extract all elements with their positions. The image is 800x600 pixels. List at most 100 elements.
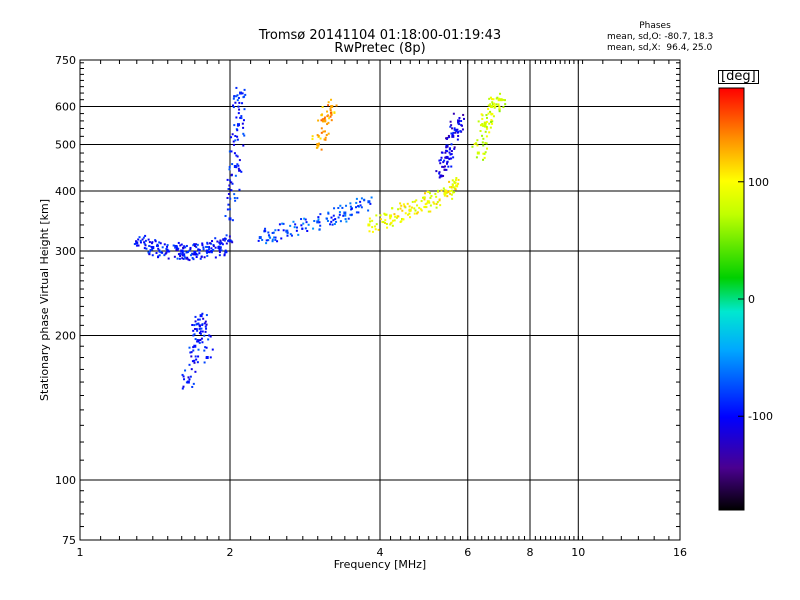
data-point: [267, 239, 270, 242]
data-point: [327, 114, 330, 117]
data-point: [154, 239, 157, 242]
data-point: [230, 173, 233, 176]
data-point: [451, 134, 455, 138]
data-point: [400, 204, 403, 207]
data-point: [408, 208, 412, 212]
data-point: [300, 224, 303, 227]
data-point: [420, 209, 423, 212]
data-point: [442, 187, 445, 190]
data-point: [490, 105, 494, 109]
data-point: [274, 236, 277, 239]
data-point: [166, 249, 170, 253]
data-point: [321, 118, 324, 121]
data-point: [456, 131, 459, 134]
data-point: [446, 195, 449, 198]
data-point: [209, 356, 212, 359]
data-point: [181, 387, 184, 390]
data-point: [220, 242, 223, 245]
data-point: [419, 208, 422, 211]
data-point: [449, 157, 452, 160]
data-point: [399, 207, 402, 210]
data-point: [229, 179, 232, 182]
data-point: [205, 314, 208, 317]
y-tick-label: 400: [55, 185, 76, 198]
data-point: [198, 249, 201, 252]
data-point: [224, 215, 227, 218]
data-point: [485, 120, 488, 123]
data-point: [368, 230, 371, 233]
data-point: [265, 242, 268, 245]
stats-x-line: mean, sd,X: 96.4, 25.0: [607, 43, 713, 53]
data-point: [149, 249, 152, 252]
data-point: [189, 248, 192, 251]
data-point: [312, 227, 315, 230]
data-point: [184, 369, 187, 372]
data-point: [177, 253, 180, 256]
data-point: [236, 197, 239, 200]
data-point: [493, 104, 496, 107]
data-point: [233, 164, 237, 168]
data-point: [192, 244, 195, 247]
data-point: [319, 137, 322, 140]
data-point: [422, 196, 425, 199]
data-point: [404, 212, 407, 215]
data-point: [347, 217, 350, 220]
data-point: [369, 202, 372, 205]
data-point: [438, 199, 441, 202]
data-point: [483, 121, 486, 124]
data-point: [450, 186, 453, 189]
data-point: [446, 162, 449, 165]
data-point: [329, 111, 332, 114]
data-point: [196, 243, 199, 246]
data-point: [175, 248, 178, 251]
data-point: [194, 253, 197, 256]
data-point: [319, 224, 322, 227]
data-point: [225, 251, 228, 254]
data-point: [210, 242, 213, 245]
data-point: [423, 198, 426, 201]
data-point: [181, 253, 184, 256]
data-point: [154, 240, 157, 243]
data-point: [282, 229, 285, 232]
data-point: [184, 256, 187, 259]
data-point: [423, 205, 426, 208]
data-point: [326, 123, 329, 126]
data-point: [144, 239, 147, 242]
data-point: [390, 221, 393, 224]
x-tick-label: 16: [673, 546, 687, 559]
data-point: [181, 251, 184, 254]
data-point: [434, 192, 437, 195]
data-point: [484, 151, 487, 154]
data-point: [178, 257, 181, 260]
data-point: [343, 211, 347, 215]
data-point: [446, 144, 449, 147]
data-point: [495, 97, 498, 100]
data-point: [426, 190, 429, 193]
data-point: [238, 188, 241, 191]
data-point: [197, 348, 200, 351]
data-point: [236, 135, 239, 138]
data-point: [349, 202, 352, 205]
data-point: [226, 196, 229, 199]
data-point: [219, 243, 222, 246]
data-point: [155, 244, 158, 247]
data-point: [143, 242, 146, 245]
data-point: [407, 213, 410, 216]
data-point: [206, 245, 209, 248]
data-point: [339, 204, 342, 207]
data-point: [420, 200, 423, 203]
data-point: [379, 214, 382, 217]
data-point: [193, 250, 197, 254]
data-point: [164, 252, 167, 255]
data-point: [188, 346, 191, 349]
data-point: [189, 254, 192, 257]
data-point: [337, 216, 340, 219]
data-point: [212, 249, 215, 252]
data-point: [135, 241, 139, 245]
data-point: [374, 228, 377, 231]
data-point: [450, 132, 453, 135]
data-point: [448, 180, 451, 183]
data-point: [458, 116, 461, 119]
data-point: [442, 165, 445, 168]
data-point: [482, 137, 485, 140]
